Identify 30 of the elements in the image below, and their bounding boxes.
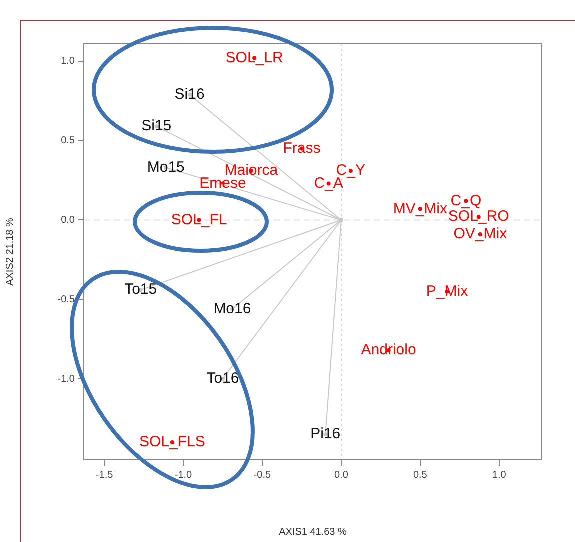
x-tick-label: 0.0 (334, 470, 349, 481)
series-label: C_Q (450, 192, 482, 210)
series-label: Si15 (142, 118, 172, 135)
series-label: To15 (124, 281, 158, 298)
series-label: SOL_LR (226, 49, 284, 66)
y-tick-label: -1.0 (58, 374, 76, 385)
series-label: SOL_FL (171, 211, 228, 228)
series-label: Mo16 (214, 300, 252, 318)
series-label: P_Mix (426, 282, 469, 300)
x-tick-label: 1.0 (492, 470, 507, 481)
y-tick-label: 0.5 (61, 136, 76, 147)
series-label: Mo15 (147, 158, 185, 176)
series-label: Frass (283, 140, 321, 157)
series-label: OV_Mix (454, 226, 508, 243)
x-tick-label: -1.0 (174, 470, 193, 481)
series-label: To16 (206, 370, 240, 388)
x-tick-label: -1.5 (96, 470, 114, 481)
x-tick-label: -0.5 (254, 470, 272, 481)
y-tick-label: 0.0 (61, 214, 76, 226)
series-label: MV_Mix (393, 200, 448, 218)
series-label: SOL_FLS (140, 434, 206, 451)
series-label: Pi16 (310, 426, 341, 443)
y-tick-label: -0.5 (58, 294, 76, 306)
y-axis-title: AXIS2 21.18 % (4, 218, 16, 286)
series-label: SOL_RO (448, 208, 510, 226)
series-label: Andriolo (361, 342, 416, 359)
x-tick-label: 0.5 (413, 470, 428, 481)
series-label: Si16 (174, 86, 205, 103)
x-axis-title: AXIS1 41.63 % (279, 526, 348, 538)
y-tick-label: 1.0 (61, 56, 76, 68)
